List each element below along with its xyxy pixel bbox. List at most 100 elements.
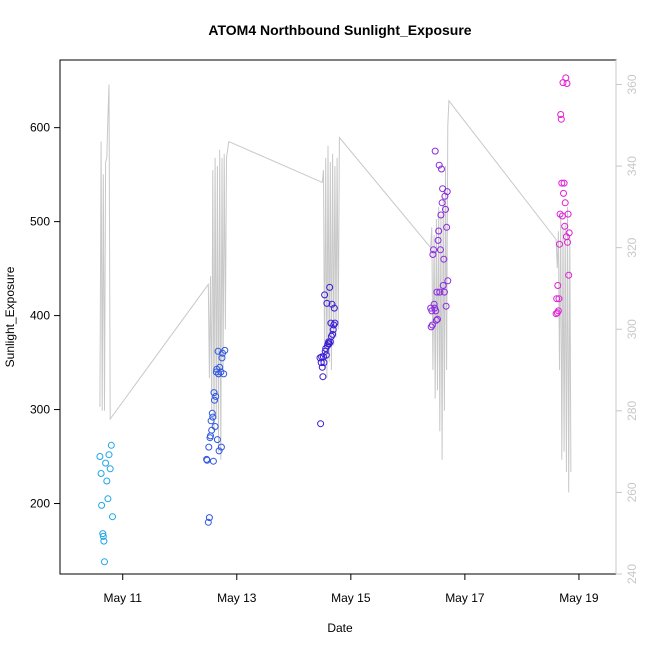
data-point <box>216 363 224 371</box>
data-point <box>558 179 566 187</box>
data-point <box>561 222 569 230</box>
data-point <box>561 199 569 207</box>
data-point <box>328 300 336 308</box>
data-point <box>556 240 563 248</box>
data-point <box>217 443 225 451</box>
data-point <box>211 396 218 404</box>
data-point <box>320 359 328 367</box>
trace-line <box>99 84 572 493</box>
data-point <box>438 165 445 173</box>
data-point <box>327 332 335 340</box>
data-point <box>321 291 329 299</box>
data-point <box>208 409 216 417</box>
data-point <box>557 115 565 123</box>
data-point <box>100 537 108 545</box>
series-4 <box>427 147 452 331</box>
data-point <box>428 321 436 329</box>
data-point <box>435 227 443 235</box>
data-point <box>207 417 215 425</box>
y2-tick-label: 260 <box>625 482 639 502</box>
data-point <box>218 354 226 362</box>
chart-title: ATOM4 Northbound Sunlight_Exposure <box>208 22 471 38</box>
data-point <box>434 315 441 323</box>
data-point <box>98 501 106 509</box>
data-point <box>443 223 451 231</box>
data-point <box>109 513 116 521</box>
data-point <box>99 530 107 538</box>
data-point <box>435 161 443 169</box>
y-tick-label: 400 <box>30 309 50 323</box>
data-point <box>102 459 110 467</box>
data-point <box>316 354 324 362</box>
x-axis-label: Date <box>327 621 353 635</box>
data-point <box>106 465 114 473</box>
data-point <box>427 323 435 331</box>
data-point <box>436 246 444 254</box>
data-point <box>204 518 212 526</box>
y2-tick-label: 340 <box>625 156 639 176</box>
y2-tick-label: 300 <box>625 319 639 339</box>
data-point <box>323 299 331 307</box>
data-point <box>442 302 450 310</box>
data-point <box>564 210 572 218</box>
data-point <box>565 229 573 237</box>
data-point <box>215 447 223 455</box>
data-point <box>330 304 338 312</box>
data-point <box>107 441 115 449</box>
data-point <box>554 282 562 289</box>
data-point <box>554 307 562 315</box>
x-tick-label: May 11 <box>103 591 142 605</box>
data-point <box>557 111 565 118</box>
trace-layer <box>99 84 572 493</box>
y-axis: 200 300 400 500 600 <box>30 121 60 511</box>
data-point <box>330 321 338 329</box>
data-point <box>440 255 448 263</box>
data-point <box>436 288 444 296</box>
x-axis: May 11 May 13 May 15 May 17 May 19 <box>103 574 599 605</box>
y2-tick-label: 320 <box>625 237 639 257</box>
data-point <box>209 457 217 465</box>
series-3 <box>316 283 339 428</box>
points-layer <box>96 74 573 566</box>
x-tick-label: May 17 <box>445 591 485 605</box>
data-point <box>431 147 439 155</box>
data-point <box>209 413 217 421</box>
y-axis-label: Sunlight_Exposure <box>3 266 17 367</box>
x-tick-label: May 13 <box>217 591 257 605</box>
data-point <box>553 295 561 303</box>
data-point <box>438 199 446 207</box>
data-point <box>326 283 334 291</box>
data-point <box>329 330 337 338</box>
data-point <box>103 477 111 485</box>
data-point <box>97 470 105 477</box>
data-point <box>434 236 442 244</box>
y2-tick-label: 240 <box>625 564 639 584</box>
y-tick-label: 300 <box>30 403 50 417</box>
data-point <box>430 300 438 308</box>
data-point <box>104 495 112 503</box>
data-point <box>443 188 451 196</box>
data-point <box>442 205 449 213</box>
data-point <box>214 347 222 355</box>
series-1 <box>96 441 116 566</box>
data-point <box>565 271 573 279</box>
data-point <box>440 288 448 296</box>
secondary-y-axis: 240 260 280 300 320 340 360 <box>616 74 639 584</box>
data-point <box>205 514 213 522</box>
data-point <box>444 277 452 285</box>
data-point <box>211 423 219 430</box>
data-point <box>220 370 228 378</box>
y-tick-label: 500 <box>30 215 50 229</box>
y2-tick-label: 360 <box>625 74 639 94</box>
data-point <box>556 210 564 218</box>
series-2 <box>203 346 229 526</box>
data-point <box>439 282 447 289</box>
data-point <box>213 436 221 444</box>
x-tick-label: May 15 <box>331 591 371 605</box>
data-point <box>99 532 107 540</box>
data-point <box>212 368 220 376</box>
data-point <box>317 420 325 428</box>
data-point <box>205 443 213 451</box>
data-point <box>560 179 568 187</box>
